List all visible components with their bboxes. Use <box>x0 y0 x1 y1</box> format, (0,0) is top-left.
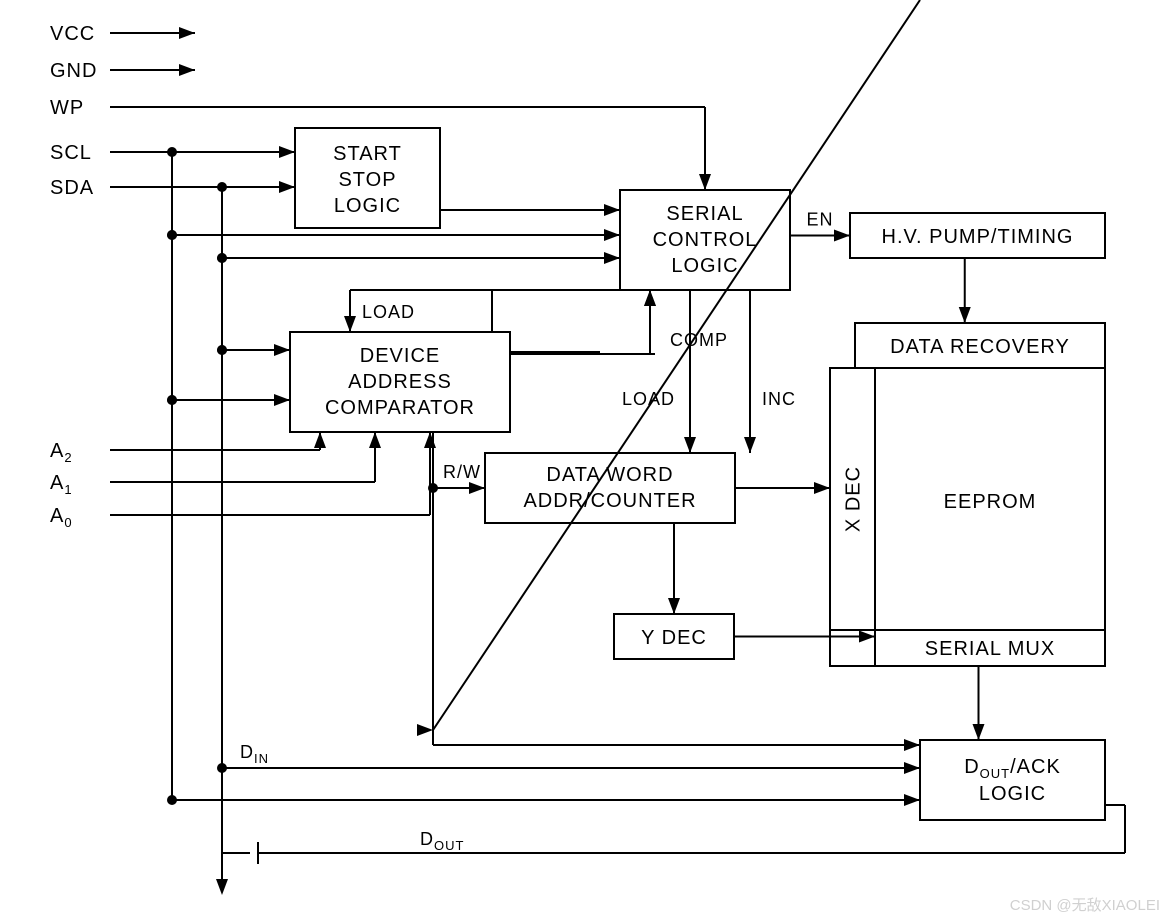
arrowhead <box>424 432 436 448</box>
y-dec-label: Y DEC <box>641 627 707 649</box>
dout-label: DOUT <box>420 829 464 853</box>
eeprom-label: EEPROM <box>944 491 1037 513</box>
dout-ack-logic-box <box>920 740 1105 820</box>
arrowhead <box>699 174 711 190</box>
arrowhead <box>959 307 971 323</box>
arrowhead <box>604 229 620 241</box>
hv-pump-timing-label: H.V. PUMP/TIMING <box>882 226 1074 248</box>
arrowhead <box>744 437 756 453</box>
en-label: EN <box>806 210 833 230</box>
arrowhead <box>469 482 485 494</box>
data-word-addr-counter-label: DATA WORD <box>546 464 673 486</box>
arrowhead <box>904 794 920 806</box>
arrowhead <box>314 432 326 448</box>
arrowhead <box>279 146 295 158</box>
arrowhead <box>684 437 696 453</box>
serial-control-logic-label: SERIAL <box>666 203 743 225</box>
inc-label: INC <box>762 389 796 409</box>
arrowhead <box>417 724 433 736</box>
din-label: DIN <box>240 742 269 766</box>
junction-node <box>217 253 227 263</box>
pin-gnd-label: GND <box>50 60 97 82</box>
serial-mux-label: SERIAL MUX <box>925 638 1055 660</box>
junction-node <box>167 395 177 405</box>
start-stop-logic-label: START <box>333 143 402 165</box>
arrowhead <box>604 204 620 216</box>
watermark: CSDN @无敌XIAOLEI <box>1010 897 1160 914</box>
arrowhead <box>179 64 195 76</box>
data-word-addr-counter-label: ADDR/COUNTER <box>523 490 696 512</box>
x-dec-label: X DEC <box>843 466 865 532</box>
pin-a2-label: A2 <box>50 440 73 465</box>
pin-vcc-label: VCC <box>50 23 95 45</box>
arrowhead <box>814 482 830 494</box>
arrowhead <box>834 230 850 242</box>
dout-ack-logic-label: DOUT/ACK <box>964 756 1061 781</box>
device-address-comparator-label: ADDRESS <box>348 371 452 393</box>
device-address-comparator-label: DEVICE <box>360 345 440 367</box>
serial-control-logic-label: CONTROL <box>653 229 758 251</box>
arrowhead <box>179 27 195 39</box>
start-stop-logic-label: STOP <box>338 169 396 191</box>
arrowhead <box>973 724 985 740</box>
arrowhead <box>604 252 620 264</box>
serial-control-logic-label: LOGIC <box>671 255 738 277</box>
block-diagram: VCC GND WP SCL SDA A2 A1 A0 START STOP LOGIC SERIAL… <box>0 0 1170 919</box>
arrowhead <box>668 598 680 614</box>
arrowhead <box>216 879 228 895</box>
pin-a1-label: A1 <box>50 472 73 497</box>
arrowhead <box>644 290 656 306</box>
device-address-comparator-label: COMPARATOR <box>325 397 475 419</box>
arrowhead <box>279 181 295 193</box>
load-label: LOAD <box>362 302 415 322</box>
arrowhead <box>369 432 381 448</box>
arrowhead <box>904 739 920 751</box>
pin-scl-label: SCL <box>50 142 92 164</box>
start-stop-logic-label: LOGIC <box>334 195 401 217</box>
data-recovery-label: DATA RECOVERY <box>890 336 1070 358</box>
junction-node <box>217 345 227 355</box>
junction-node <box>167 230 177 240</box>
rw-label: R/W <box>443 462 481 482</box>
dout-ack-logic-label: LOGIC <box>979 783 1046 805</box>
pin-wp-label: WP <box>50 97 84 119</box>
arrowhead <box>274 394 290 406</box>
pin-a0-label: A0 <box>50 505 73 530</box>
arrowhead <box>904 762 920 774</box>
pin-sda-label: SDA <box>50 177 94 199</box>
arrowhead <box>344 316 356 332</box>
arrowhead <box>274 344 290 356</box>
